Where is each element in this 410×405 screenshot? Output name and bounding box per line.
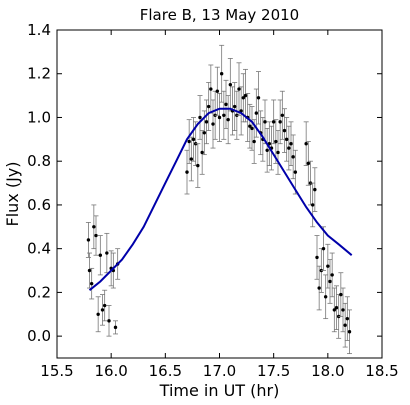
data-point bbox=[334, 306, 339, 310]
y-tick-label: 1.4 bbox=[27, 21, 51, 39]
data-point bbox=[250, 126, 254, 131]
data-point bbox=[276, 150, 280, 155]
data-point bbox=[328, 279, 332, 284]
data-point bbox=[280, 113, 285, 117]
data-point bbox=[209, 87, 213, 91]
y-tick-label: 0.4 bbox=[27, 240, 51, 258]
y-axis-label: Flux (Jy) bbox=[3, 161, 22, 226]
data-point bbox=[323, 295, 328, 299]
data-point bbox=[284, 137, 289, 142]
data-point bbox=[252, 139, 256, 144]
data-point bbox=[189, 157, 194, 161]
data-point bbox=[339, 292, 343, 297]
data-point bbox=[254, 111, 259, 115]
data-point bbox=[293, 170, 298, 174]
data-point bbox=[256, 96, 261, 100]
data-point bbox=[345, 316, 350, 321]
data-point bbox=[326, 264, 330, 268]
data-point bbox=[187, 139, 191, 144]
data-point bbox=[304, 142, 308, 146]
data-point bbox=[198, 115, 202, 120]
data-point bbox=[265, 148, 269, 152]
data-point bbox=[343, 323, 347, 327]
data-point bbox=[315, 255, 319, 260]
data-point bbox=[228, 82, 233, 87]
data-point bbox=[206, 104, 211, 109]
data-point bbox=[107, 319, 111, 323]
data-point bbox=[282, 128, 287, 133]
data-point bbox=[317, 286, 321, 290]
data-point bbox=[289, 142, 293, 146]
data-point bbox=[274, 139, 278, 144]
data-point bbox=[226, 117, 230, 122]
x-tick-label: 17.0 bbox=[203, 362, 236, 380]
data-point bbox=[306, 161, 311, 166]
data-point bbox=[89, 281, 94, 286]
data-point bbox=[287, 146, 291, 150]
data-point bbox=[191, 137, 196, 142]
y-tick-label: 0.8 bbox=[27, 152, 51, 170]
y-tick-label: 0.0 bbox=[27, 327, 51, 345]
y-tick-label: 1.2 bbox=[27, 65, 51, 83]
data-point bbox=[202, 131, 207, 135]
x-tick-label: 16.0 bbox=[94, 362, 127, 380]
data-point bbox=[204, 120, 209, 124]
x-axis-label: Time in UT (hr) bbox=[159, 381, 280, 400]
data-point bbox=[113, 325, 118, 330]
data-point bbox=[87, 268, 92, 273]
data-point bbox=[217, 115, 222, 120]
data-point bbox=[248, 124, 252, 128]
data-point bbox=[241, 96, 246, 100]
x-tick-label: 18.0 bbox=[311, 362, 344, 380]
data-point bbox=[105, 251, 109, 255]
data-point bbox=[98, 253, 103, 257]
data-point bbox=[313, 187, 317, 192]
data-point bbox=[271, 120, 276, 124]
data-point bbox=[347, 330, 352, 334]
data-point bbox=[278, 120, 282, 124]
data-point bbox=[263, 120, 267, 124]
data-point bbox=[200, 150, 204, 155]
data-point bbox=[237, 87, 241, 91]
y-tick-label: 0.6 bbox=[27, 196, 51, 214]
data-point bbox=[224, 102, 228, 107]
x-tick-label: 15.5 bbox=[40, 362, 73, 380]
data-point bbox=[211, 122, 215, 126]
data-point bbox=[243, 93, 248, 98]
chart-title: Flare B, 13 May 2010 bbox=[140, 6, 299, 24]
x-tick-label: 16.5 bbox=[149, 362, 182, 380]
x-tick-label: 18.5 bbox=[365, 362, 398, 380]
data-point bbox=[321, 246, 326, 251]
fit-curve bbox=[88, 107, 353, 291]
data-point bbox=[94, 233, 98, 238]
data-point bbox=[341, 308, 345, 312]
data-point bbox=[96, 312, 100, 316]
data-point bbox=[92, 225, 96, 229]
data-point bbox=[232, 104, 237, 109]
data-point bbox=[310, 203, 315, 207]
data-point bbox=[215, 89, 220, 93]
data-point bbox=[185, 170, 189, 174]
data-point bbox=[222, 113, 226, 117]
data-point bbox=[102, 303, 107, 308]
y-tick-label: 1.0 bbox=[27, 108, 51, 126]
data-point bbox=[330, 273, 334, 277]
data-point bbox=[86, 238, 91, 242]
data-point bbox=[332, 308, 337, 312]
y-tick-label: 0.2 bbox=[27, 283, 51, 301]
data-point bbox=[219, 72, 224, 76]
data-point bbox=[196, 163, 200, 168]
data-point bbox=[291, 155, 295, 159]
data-point bbox=[100, 308, 105, 312]
x-tick-label: 17.5 bbox=[257, 362, 290, 380]
